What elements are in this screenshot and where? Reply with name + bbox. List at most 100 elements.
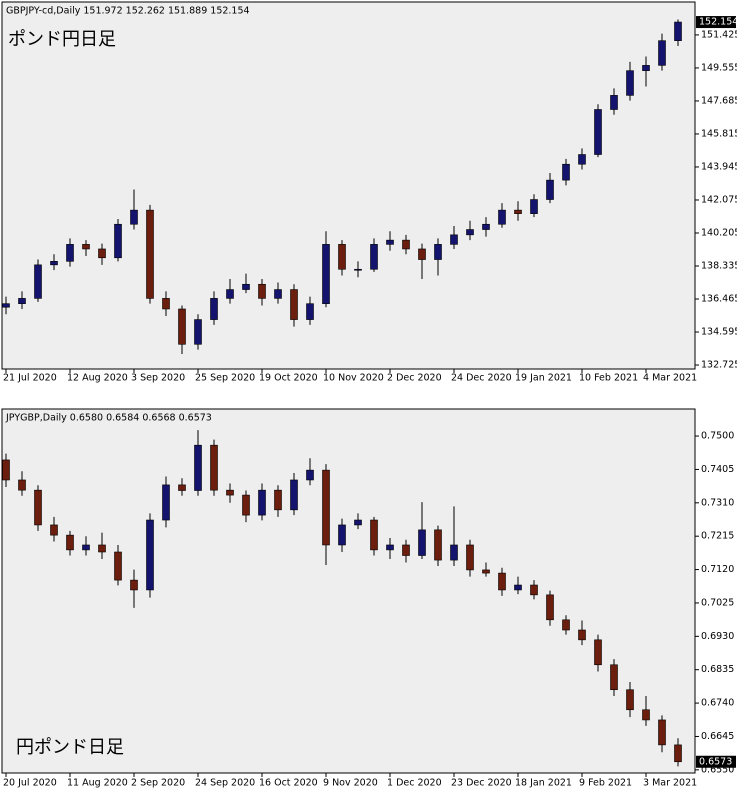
- y-tick-label: 138.335: [701, 260, 737, 271]
- x-tick-label: 4 Mar 2021: [643, 373, 697, 384]
- candle-body: [386, 239, 394, 245]
- y-tick-label: 143.945: [701, 161, 737, 172]
- chart-title: GBPJPY-cd,Daily 151.972 152.262 151.889 …: [6, 6, 250, 17]
- candle-body: [514, 584, 522, 591]
- y-tick-label: 0.7120: [701, 564, 734, 575]
- candle-body: [354, 268, 362, 271]
- candle-body: [578, 629, 586, 641]
- candle-body: [450, 234, 458, 245]
- y-tick-label: 151.425: [701, 29, 737, 40]
- candle-body: [18, 298, 26, 304]
- candle-body: [370, 244, 378, 270]
- y-tick-label: 136.465: [701, 294, 737, 305]
- candle-body: [226, 289, 234, 299]
- candle-body: [178, 484, 186, 491]
- candle-body: [66, 244, 74, 262]
- candle-body: [322, 469, 330, 546]
- candle-body: [562, 619, 570, 631]
- candle-body: [594, 109, 602, 155]
- x-tick-label: 24 Sep 2020: [195, 778, 255, 789]
- candle-body: [194, 319, 202, 345]
- candle-body: [530, 584, 538, 596]
- candle-body: [2, 303, 10, 308]
- candle-body: [322, 244, 330, 304]
- candle-body: [274, 289, 282, 299]
- x-tick-label: 10 Nov 2020: [323, 373, 384, 384]
- last-price-box: [696, 16, 736, 29]
- candle-body: [418, 248, 426, 260]
- y-tick-label: 0.7215: [701, 531, 734, 542]
- candle-body: [82, 544, 90, 551]
- candle-body: [114, 551, 122, 581]
- candle-body: [418, 529, 426, 556]
- candle-body: [434, 244, 442, 260]
- y-tick-label: 0.6550: [701, 764, 734, 775]
- candle-body: [210, 444, 218, 491]
- y-tick-label: 0.6645: [701, 731, 734, 742]
- candle-body: [466, 544, 474, 571]
- candle-body: [306, 303, 314, 320]
- y-tick-label: 0.7405: [701, 464, 734, 475]
- x-tick-label: 19 Oct 2020: [259, 373, 318, 384]
- candle-body: [210, 298, 218, 320]
- candle-body: [146, 209, 154, 299]
- candle-body: [114, 223, 122, 259]
- candle-body: [498, 209, 506, 225]
- candle-body: [146, 519, 154, 591]
- candle-body: [482, 569, 490, 574]
- candle-body: [82, 244, 90, 250]
- candle-body: [450, 544, 458, 561]
- candle-body: [34, 489, 42, 526]
- candle-body: [674, 21, 682, 41]
- annotation: 円ポンド日足: [16, 737, 124, 758]
- x-tick-label: 18 Jan 2021: [515, 778, 572, 789]
- y-tick-label: 147.685: [701, 95, 737, 106]
- y-tick-label: 0.6740: [701, 698, 734, 709]
- candle-body: [338, 524, 346, 546]
- candle-body: [18, 479, 26, 491]
- candle-body: [594, 639, 602, 666]
- candle-body: [658, 40, 666, 66]
- candle-body: [242, 283, 250, 290]
- y-tick-label: 145.815: [701, 128, 737, 139]
- y-tick-label: 0.6835: [701, 664, 734, 675]
- candle-body: [34, 264, 42, 299]
- x-tick-label: 16 Oct 2020: [259, 778, 318, 789]
- candle-body: [242, 494, 250, 516]
- candle-body: [354, 519, 362, 526]
- y-tick-label: 134.595: [701, 327, 737, 338]
- candle-body: [530, 199, 538, 214]
- candle-body: [306, 469, 314, 481]
- x-tick-label: 2 Dec 2020: [387, 373, 442, 384]
- candle-body: [626, 689, 634, 711]
- x-tick-label: 25 Sep 2020: [195, 373, 255, 384]
- candle-body: [402, 544, 410, 556]
- x-tick-label: 11 Aug 2020: [67, 778, 128, 789]
- candle-body: [642, 709, 650, 721]
- x-tick-label: 10 Feb 2021: [579, 373, 638, 384]
- candle-body: [642, 65, 650, 71]
- candle-body: [674, 744, 682, 763]
- candle-body: [50, 524, 58, 536]
- candle-body: [466, 229, 474, 236]
- y-tick-label: 0.7310: [701, 497, 734, 508]
- candle-body: [98, 544, 106, 553]
- candle-body: [610, 95, 618, 110]
- y-tick-label: 0.7500: [701, 431, 734, 442]
- candle-body: [194, 444, 202, 491]
- candle-body: [258, 489, 266, 516]
- y-tick-label: 140.205: [701, 227, 737, 238]
- x-tick-label: 9 Nov 2020: [323, 778, 378, 789]
- candle-body: [290, 289, 298, 320]
- x-tick-label: 3 Mar 2021: [643, 778, 697, 789]
- chart-title: JPYGBP,Daily 0.6580 0.6584 0.6568 0.6573: [5, 413, 212, 424]
- y-tick-label: 132.725: [701, 360, 737, 371]
- y-tick-label: 149.555: [701, 62, 737, 73]
- candle-body: [562, 163, 570, 181]
- x-tick-label: 9 Feb 2021: [579, 778, 632, 789]
- x-tick-label: 12 Aug 2020: [67, 373, 128, 384]
- candle-body: [578, 154, 586, 165]
- candle-body: [98, 248, 106, 259]
- candle-body: [546, 594, 554, 621]
